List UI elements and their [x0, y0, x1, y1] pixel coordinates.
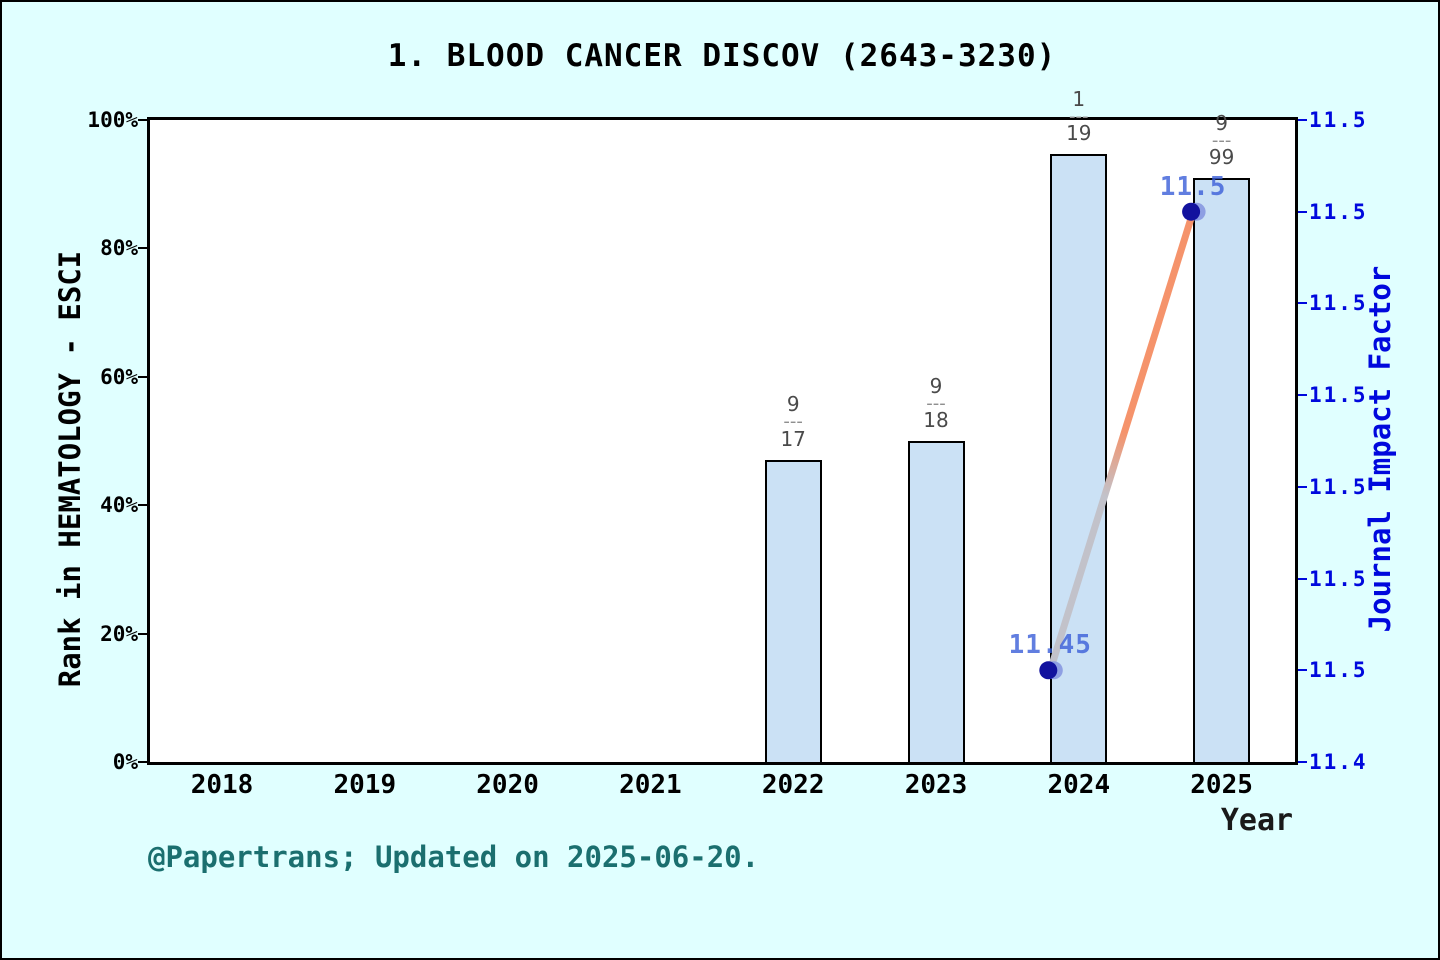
fraction-denominator: 19 [1066, 121, 1092, 146]
bar-2022 [764, 459, 822, 762]
x-axis-title: Year [1220, 803, 1294, 838]
right-axis-tick-label: 11.5 [1309, 383, 1368, 408]
left-axis-tick-mark [138, 247, 147, 250]
impact-factor-value-label: 11.45 [1008, 630, 1092, 661]
left-axis-tick-label: 40% [100, 493, 138, 518]
right-axis-tick-mark [1298, 119, 1307, 121]
fraction-denominator: 18 [923, 408, 949, 432]
right-axis-tick-label: 11.5 [1309, 291, 1368, 316]
plot-area: 0% 20% 40% 60% 80% 100% 11.5 11.5 11.5 11.5 11.5 11… [87, 88, 1365, 800]
impact-factor-point [1182, 202, 1206, 221]
impact-factor-line-layer [1039, 202, 1206, 680]
right-axis-tick-label: 11.5 [1309, 566, 1368, 591]
right-axis-title: Journal Impact Factor [1363, 265, 1397, 633]
rank-fraction-2024: 1 --- 19 [1066, 86, 1092, 146]
right-axis-tick-mark [1298, 761, 1307, 763]
impact-factor-value-label: 11.5 [1159, 171, 1227, 202]
bar-2024 [1050, 154, 1108, 762]
chart-title: 1. BLOOD CANCER DISCOV (2643-3230) [387, 38, 1057, 74]
left-axis-tick-mark [138, 375, 147, 378]
left-axis-tick-mark [138, 632, 147, 635]
left-axis-tick-label: 60% [100, 364, 138, 389]
bar-2023 [907, 441, 965, 762]
x-axis-tick-label-2024: 2024 [1047, 770, 1111, 800]
x-axis-tick-label-2020: 2020 [476, 770, 539, 800]
fraction-bar: --- [926, 392, 946, 414]
x-axis-tick-label-2019: 2019 [333, 770, 397, 800]
impact-factor-point [1039, 661, 1063, 680]
x-axis-tick-label-2021: 2021 [619, 770, 682, 800]
right-axis-tick-label: 11.5 [1309, 658, 1368, 683]
x-axis-tick-label-2025: 2025 [1190, 770, 1253, 800]
left-axis-tick-label: 20% [100, 621, 138, 646]
left-axis-tick-label: 100% [87, 108, 138, 132]
left-axis-tick-mark [138, 761, 147, 763]
fraction-denominator: 17 [780, 426, 806, 451]
fraction-bar: --- [1211, 129, 1232, 151]
right-axis-tick-mark [1298, 485, 1307, 488]
fraction-bar: --- [1069, 105, 1089, 127]
fraction-numerator: 9 [1215, 110, 1228, 135]
x-axis-tick-label-2018: 2018 [190, 770, 254, 800]
right-axis-tick-mark [1298, 302, 1307, 305]
impact-factor-line [1046, 210, 1197, 672]
right-axis-tick-mark [1298, 210, 1307, 213]
rank-fraction-2025: 9 --- 99 [1208, 110, 1235, 170]
rank-fraction-2023: 9 --- 18 [923, 373, 949, 432]
right-axis-tick-label: 11.5 [1309, 108, 1368, 132]
left-axis-tick-mark [138, 119, 147, 121]
fraction-numerator: 9 [786, 392, 800, 417]
right-axis-tick-label: 11.5 [1309, 474, 1368, 499]
fraction-numerator: 9 [929, 373, 943, 398]
left-axis-tick-mark [138, 504, 147, 507]
footer-credit: @Papertrans; Updated on 2025-06-20. [148, 840, 760, 874]
left-axis-tick-label: 80% [100, 236, 138, 261]
bar-2025 [1193, 178, 1251, 762]
right-axis-tick-mark [1298, 669, 1307, 672]
right-axis-tick-label: 11.5 [1309, 199, 1368, 224]
x-axis-tick-label-2022: 2022 [761, 770, 825, 800]
right-axis-tick-mark [1298, 577, 1307, 580]
fraction-bar: --- [783, 411, 803, 433]
rank-fraction-2022: 9 --- 17 [780, 394, 805, 450]
fraction-denominator: 99 [1208, 145, 1235, 170]
left-axis-tick-label: 0% [112, 750, 138, 774]
fraction-numerator: 1 [1072, 86, 1086, 111]
x-axis-tick-label-2023: 2023 [904, 770, 968, 800]
right-axis-tick-mark [1298, 394, 1307, 397]
right-axis-tick-label: 11.4 [1309, 750, 1368, 774]
